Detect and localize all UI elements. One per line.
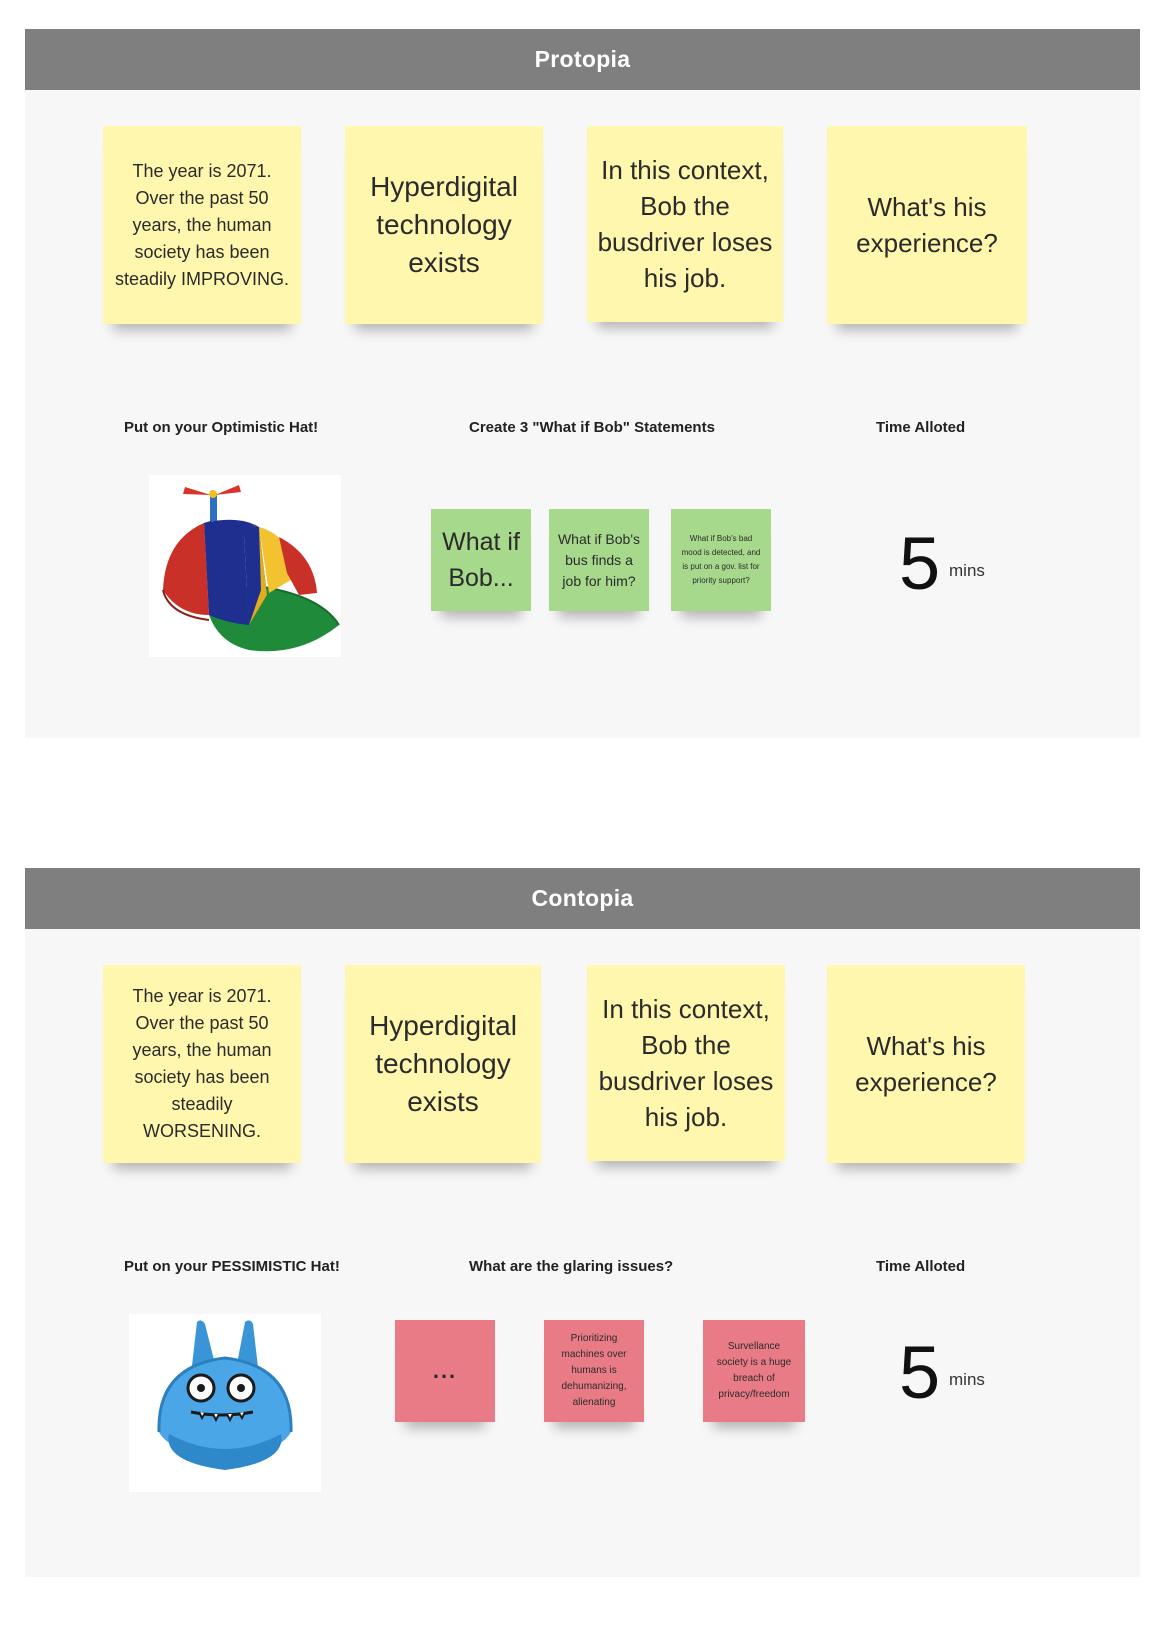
monster-hat-icon xyxy=(157,1320,293,1470)
time-value: 5 xyxy=(899,1331,941,1414)
sticky-note-text: Prioritizing machines over humans is deh… xyxy=(561,1333,627,1408)
frame-title: Contopia xyxy=(25,868,1140,929)
red-sticky-issue-3[interactable]: Survellance society is a huge breach of … xyxy=(703,1320,805,1422)
contopia-frame[interactable]: Contopia The year is 2071. Over the past… xyxy=(25,868,1140,1577)
frame-title: Protopia xyxy=(25,29,1140,90)
sticky-note-technology[interactable]: Hyperdigital technology exists xyxy=(345,126,543,324)
sticky-note-text: What's his experience? xyxy=(855,1031,997,1097)
sticky-note-text: ... xyxy=(432,1358,458,1383)
sticky-note-text: In this context, Bob the busdriver loses… xyxy=(597,155,773,293)
task-label: What are the glaring issues? xyxy=(469,1258,674,1275)
red-sticky-issue-2[interactable]: Prioritizing machines over humans is deh… xyxy=(544,1320,644,1422)
sticky-note-text: What if Bob's bad mood is detected, and … xyxy=(681,534,761,585)
time-value: 5 xyxy=(899,522,941,605)
sticky-note-bob-context[interactable]: In this context, Bob the busdriver loses… xyxy=(587,126,783,322)
sticky-note-experience[interactable]: What's his experience? xyxy=(827,126,1027,324)
sticky-note-text: What's his experience? xyxy=(856,192,998,258)
propeller-hat-image xyxy=(149,475,341,657)
sticky-note-text: What if Bob... xyxy=(442,528,520,592)
sticky-note-context[interactable]: The year is 2071. Over the past 50 years… xyxy=(103,965,301,1163)
sticky-note-text: What if Bob's bus finds a job for him? xyxy=(557,530,641,589)
sticky-note-text: The year is 2071. Over the past 50 years… xyxy=(132,986,272,1141)
sticky-note-text: Hyperdigital technology exists xyxy=(369,1010,517,1117)
green-sticky-what-if-1[interactable]: What if Bob... xyxy=(431,509,531,611)
sticky-note-text: Hyperdigital technology exists xyxy=(370,171,518,278)
monster-hat-image xyxy=(129,1314,321,1492)
propeller-hat-icon xyxy=(162,485,340,652)
sticky-note-text: In this context, Bob the busdriver loses… xyxy=(598,994,774,1132)
sticky-note-text: Survellance society is a huge breach of … xyxy=(716,1341,792,1400)
sticky-note-experience[interactable]: What's his experience? xyxy=(827,965,1025,1163)
sticky-note-context[interactable]: The year is 2071. Over the past 50 years… xyxy=(103,126,301,324)
time-label: Time Alloted xyxy=(876,1258,966,1275)
time-unit: mins xyxy=(949,1370,985,1389)
hat-label: Put on your Optimistic Hat! xyxy=(124,419,319,436)
red-sticky-issue-1[interactable]: ... xyxy=(395,1320,495,1422)
time-unit: mins xyxy=(949,561,985,580)
task-label: Create 3 "What if Bob" Statements xyxy=(469,419,715,436)
protopia-frame[interactable]: Protopia The year is 2071. Over the past… xyxy=(25,29,1140,738)
hat-label: Put on your PESSIMISTIC Hat! xyxy=(124,1258,340,1275)
time-label: Time Alloted xyxy=(876,419,966,436)
sticky-note-technology[interactable]: Hyperdigital technology exists xyxy=(345,965,541,1163)
sticky-note-text: The year is 2071. Over the past 50 years… xyxy=(114,160,290,289)
green-sticky-what-if-3[interactable]: What if Bob's bad mood is detected, and … xyxy=(671,509,771,611)
green-sticky-what-if-2[interactable]: What if Bob's bus finds a job for him? xyxy=(549,509,649,611)
sticky-note-bob-context[interactable]: In this context, Bob the busdriver loses… xyxy=(587,965,785,1161)
